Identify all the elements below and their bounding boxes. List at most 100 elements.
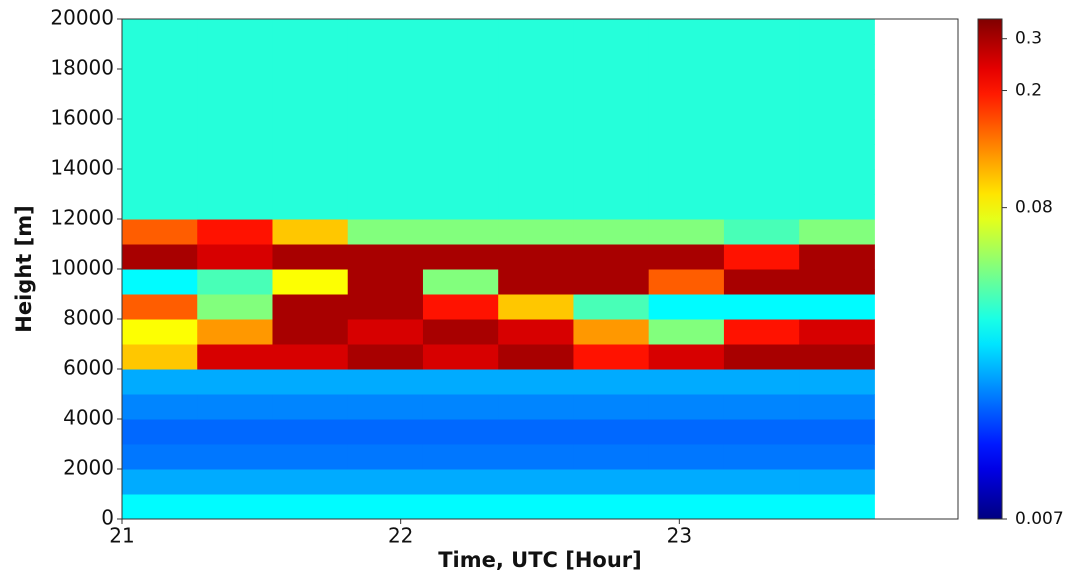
heatmap-cell bbox=[648, 144, 725, 170]
heatmap-cell bbox=[422, 394, 499, 420]
heatmap-cell bbox=[122, 344, 198, 370]
colorbar-tick-label: 0.2 bbox=[1015, 81, 1042, 101]
heatmap-cell bbox=[799, 494, 875, 520]
heatmap-cell bbox=[197, 194, 273, 220]
heatmap-cell bbox=[272, 319, 349, 345]
heatmap-cell bbox=[122, 294, 198, 320]
y-tick-label: 2000 bbox=[63, 456, 114, 480]
heatmap-cell bbox=[272, 119, 349, 145]
heatmap-cell bbox=[422, 469, 499, 495]
y-tick-label: 16000 bbox=[50, 106, 114, 130]
colorbar-tick-label: 0.08 bbox=[1015, 198, 1053, 218]
heatmap-cell bbox=[723, 494, 800, 520]
heatmap-cell bbox=[272, 269, 349, 295]
heatmap-cell bbox=[422, 219, 499, 245]
heatmap-cell bbox=[197, 344, 273, 370]
heatmap-cell bbox=[723, 469, 800, 495]
heatmap-cell bbox=[723, 119, 800, 145]
heatmap-cell bbox=[498, 44, 574, 70]
heatmap-cell bbox=[723, 269, 800, 295]
heatmap-cell bbox=[573, 269, 650, 295]
heatmap-cell bbox=[422, 194, 499, 220]
heatmap-cell bbox=[498, 494, 574, 520]
heatmap-cell bbox=[422, 69, 499, 95]
heatmap-cell bbox=[347, 44, 424, 70]
x-tick-label: 23 bbox=[667, 524, 692, 548]
heatmap bbox=[122, 19, 875, 520]
heatmap-cell bbox=[648, 69, 725, 95]
heatmap-cell bbox=[197, 119, 273, 145]
heatmap-cell bbox=[122, 319, 198, 345]
heatmap-cell bbox=[347, 469, 424, 495]
colorbar-tick-label: 0.007 bbox=[1015, 509, 1064, 529]
heatmap-cell bbox=[197, 319, 273, 345]
heatmap-cell bbox=[573, 394, 650, 420]
heatmap-cell bbox=[347, 319, 424, 345]
heatmap-cell bbox=[122, 494, 198, 520]
heatmap-cell bbox=[498, 444, 574, 470]
heatmap-cell bbox=[648, 44, 725, 70]
heatmap-cell bbox=[648, 494, 725, 520]
heatmap-cell bbox=[723, 419, 800, 445]
heatmap-cell bbox=[347, 144, 424, 170]
heatmap-cell bbox=[122, 169, 198, 195]
heatmap-cell bbox=[422, 444, 499, 470]
heatmap-cell bbox=[422, 244, 499, 270]
heatmap-cell bbox=[723, 69, 800, 95]
heatmap-cell bbox=[648, 244, 725, 270]
heatmap-cell bbox=[422, 269, 499, 295]
heatmap-cell bbox=[422, 119, 499, 145]
heatmap-cell bbox=[197, 419, 273, 445]
heatmap-cell bbox=[122, 19, 198, 45]
heatmap-cell bbox=[573, 94, 650, 120]
heatmap-cell bbox=[347, 219, 424, 245]
heatmap-cell bbox=[723, 144, 800, 170]
x-tick-label: 22 bbox=[388, 524, 413, 548]
heatmap-cell bbox=[347, 69, 424, 95]
heatmap-cell bbox=[648, 444, 725, 470]
heatmap-cell bbox=[498, 244, 574, 270]
heatmap-cell bbox=[272, 194, 349, 220]
heatmap-cell bbox=[197, 169, 273, 195]
heatmap-cell bbox=[422, 169, 499, 195]
heatmap-cell bbox=[723, 444, 800, 470]
y-tick-label: 0 bbox=[101, 506, 114, 530]
heatmap-cell bbox=[197, 44, 273, 70]
y-tick-label: 8000 bbox=[63, 306, 114, 330]
heatmap-cell bbox=[197, 294, 273, 320]
heatmap-cell bbox=[799, 69, 875, 95]
heatmap-cell bbox=[272, 169, 349, 195]
heatmap-cell bbox=[197, 19, 273, 45]
heatmap-cell bbox=[272, 344, 349, 370]
heatmap-cell bbox=[122, 94, 198, 120]
heatmap-cell bbox=[648, 419, 725, 445]
heatmap-cell bbox=[272, 44, 349, 70]
heatmap-cell bbox=[723, 344, 800, 370]
heatmap-cell bbox=[573, 219, 650, 245]
heatmap-cell bbox=[648, 219, 725, 245]
heatmap-cell bbox=[347, 394, 424, 420]
heatmap-cell bbox=[648, 119, 725, 145]
heatmap-cell bbox=[573, 144, 650, 170]
heatmap-cell bbox=[498, 294, 574, 320]
y-tick-label: 4000 bbox=[63, 406, 114, 430]
heatmap-cell bbox=[799, 369, 875, 395]
heatmap-cell bbox=[197, 394, 273, 420]
heatmap-cell bbox=[573, 344, 650, 370]
heatmap-cell bbox=[347, 119, 424, 145]
heatmap-cell bbox=[498, 94, 574, 120]
heatmap-cell bbox=[197, 144, 273, 170]
heatmap-cell bbox=[197, 94, 273, 120]
heatmap-cell bbox=[799, 319, 875, 345]
heatmap-cell bbox=[498, 19, 574, 45]
heatmap-cell bbox=[122, 244, 198, 270]
heatmap-cell bbox=[272, 69, 349, 95]
heatmap-cell bbox=[197, 244, 273, 270]
heatmap-cell bbox=[347, 194, 424, 220]
heatmap-cell bbox=[422, 19, 499, 45]
heatmap-cell bbox=[498, 269, 574, 295]
heatmap-cell bbox=[272, 394, 349, 420]
heatmap-cell bbox=[347, 244, 424, 270]
